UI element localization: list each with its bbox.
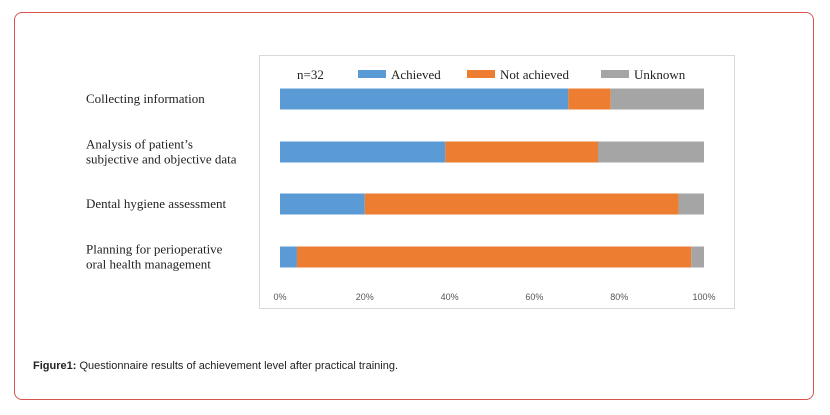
bar-achieved xyxy=(280,246,297,268)
bar-not-achieved xyxy=(568,88,611,110)
x-tick-label: 80% xyxy=(610,292,628,302)
category-label: Analysis of patient’s xyxy=(86,137,193,152)
figure-caption: Figure1: Questionnaire results of achiev… xyxy=(33,360,398,372)
caption-text: Questionnaire results of achievement lev… xyxy=(76,360,399,372)
legend-label: Unknown xyxy=(634,67,686,82)
legend-label: Achieved xyxy=(391,67,441,82)
bar-unknown xyxy=(691,246,704,268)
bar-not-achieved xyxy=(445,141,598,163)
legend-note: n=32 xyxy=(297,67,324,82)
chart-plot-area-border xyxy=(259,55,735,309)
x-tick-label: 40% xyxy=(441,292,459,302)
bar-achieved xyxy=(280,141,446,163)
bar-achieved xyxy=(280,193,365,215)
x-tick-label: 0% xyxy=(273,292,286,302)
legend-swatch xyxy=(467,70,495,78)
category-label: subjective and objective data xyxy=(86,152,237,167)
bar-unknown xyxy=(610,88,704,110)
bar-unknown xyxy=(678,193,704,215)
category-label: Collecting information xyxy=(86,91,205,106)
legend-label: Not achieved xyxy=(500,67,569,82)
bar-achieved xyxy=(280,88,569,110)
x-tick-label: 100% xyxy=(692,292,715,302)
x-tick-label: 60% xyxy=(525,292,543,302)
category-label: Planning for perioperative xyxy=(86,242,223,257)
category-label: oral health management xyxy=(86,257,211,272)
caption-label: Figure1: xyxy=(33,360,77,372)
x-tick-label: 20% xyxy=(356,292,374,302)
category-label: Dental hygiene assessment xyxy=(86,196,226,211)
bar-not-achieved xyxy=(364,193,679,215)
legend-swatch xyxy=(601,70,629,78)
bar-unknown xyxy=(598,141,704,163)
bar-not-achieved xyxy=(296,246,692,268)
legend-swatch xyxy=(358,70,386,78)
